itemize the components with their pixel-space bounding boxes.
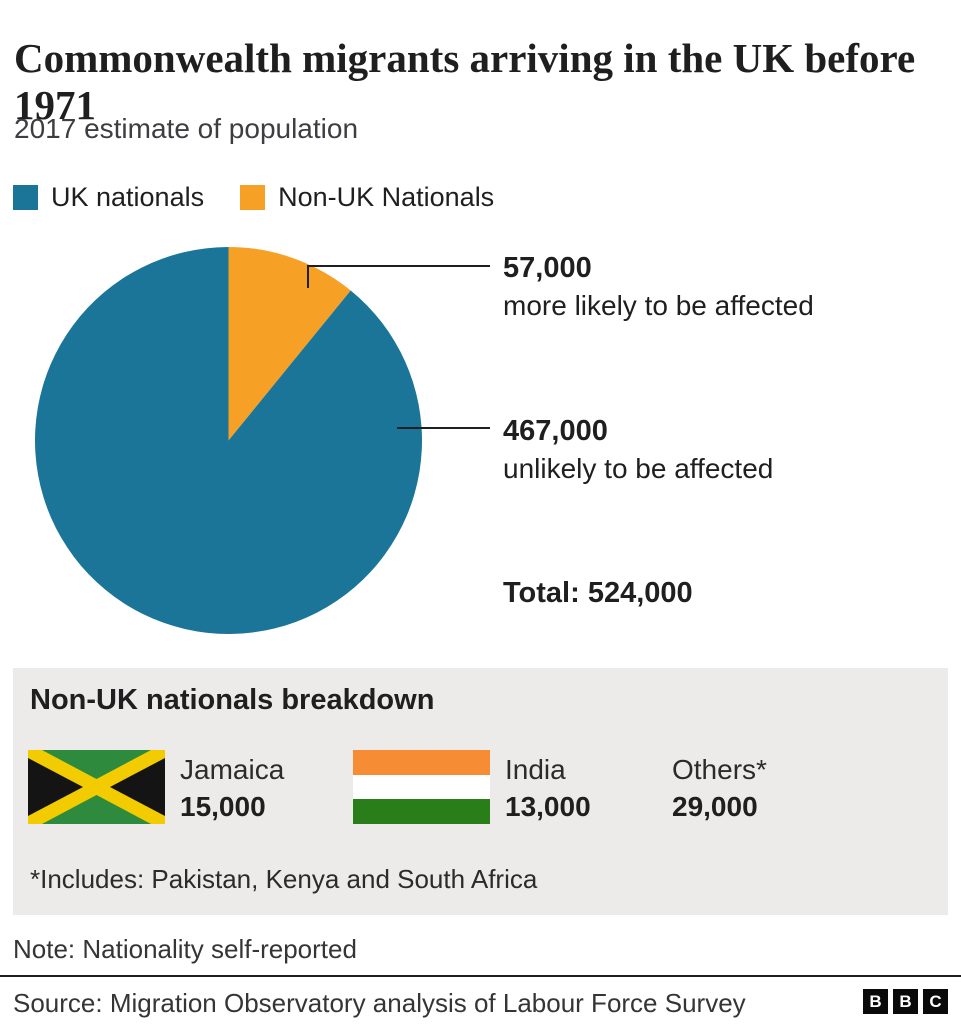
- source-text: Source: Migration Observatory analysis o…: [13, 988, 746, 1018]
- pie-segment-uk-nationals: [35, 247, 423, 634]
- total-label: Total: 524,000: [503, 577, 693, 609]
- callout-non-uk: 57,000 more likely to be affected: [503, 250, 814, 324]
- breakdown-item-jamaica: Jamaica 15,000: [180, 751, 284, 825]
- uk-nationals-swatch-icon: [13, 185, 38, 210]
- breakdown-heading: Non-UK nationals breakdown: [30, 684, 435, 716]
- breakdown-panel: Non-UK nationals breakdown Jamaica 15,00…: [13, 668, 948, 915]
- page-title: Commonwealth migrants arriving in the UK…: [14, 35, 916, 129]
- legend-label: Non-UK Nationals: [278, 182, 495, 212]
- country-name: India: [505, 754, 566, 785]
- legend-item-non-uk-nationals: Non-UK Nationals: [240, 182, 494, 213]
- bbc-logo-block: C: [923, 989, 948, 1014]
- callout-value: 57,000: [503, 252, 592, 284]
- callout-desc: more likely to be affected: [503, 290, 814, 321]
- chart-legend: UK nationals Non-UK Nationals: [13, 182, 530, 213]
- note-text: Note: Nationality self-reported: [13, 934, 357, 964]
- india-flag-icon: [353, 750, 490, 824]
- breakdown-item-others: Others* 29,000: [672, 751, 767, 825]
- callout-value: 467,000: [503, 415, 608, 447]
- bbc-logo-block: B: [863, 989, 888, 1014]
- breakdown-footnote: *Includes: Pakistan, Kenya and South Afr…: [30, 864, 538, 894]
- callout-uk: 467,000 unlikely to be affected: [503, 413, 773, 487]
- breakdown-item-india: India 13,000: [505, 751, 591, 825]
- pie-segment-non-uk-nationals: [228, 247, 351, 441]
- country-value: 15,000: [180, 791, 266, 822]
- footer-divider: [0, 975, 961, 977]
- bbc-logo-block: B: [893, 989, 918, 1014]
- country-name: Jamaica: [180, 754, 285, 785]
- callout-desc: unlikely to be affected: [503, 453, 774, 484]
- legend-label: UK nationals: [51, 182, 205, 212]
- chart-subtitle: 2017 estimate of population: [14, 113, 359, 144]
- country-value: 29,000: [672, 791, 758, 822]
- pie-chart: [35, 247, 423, 634]
- country-name: Others*: [672, 754, 767, 785]
- bbc-logo: B B C: [863, 989, 948, 1014]
- country-value: 13,000: [505, 791, 591, 822]
- jamaica-flag-icon: [28, 750, 165, 824]
- legend-item-uk-nationals: UK nationals: [13, 182, 204, 213]
- non-uk-nationals-swatch-icon: [240, 185, 266, 210]
